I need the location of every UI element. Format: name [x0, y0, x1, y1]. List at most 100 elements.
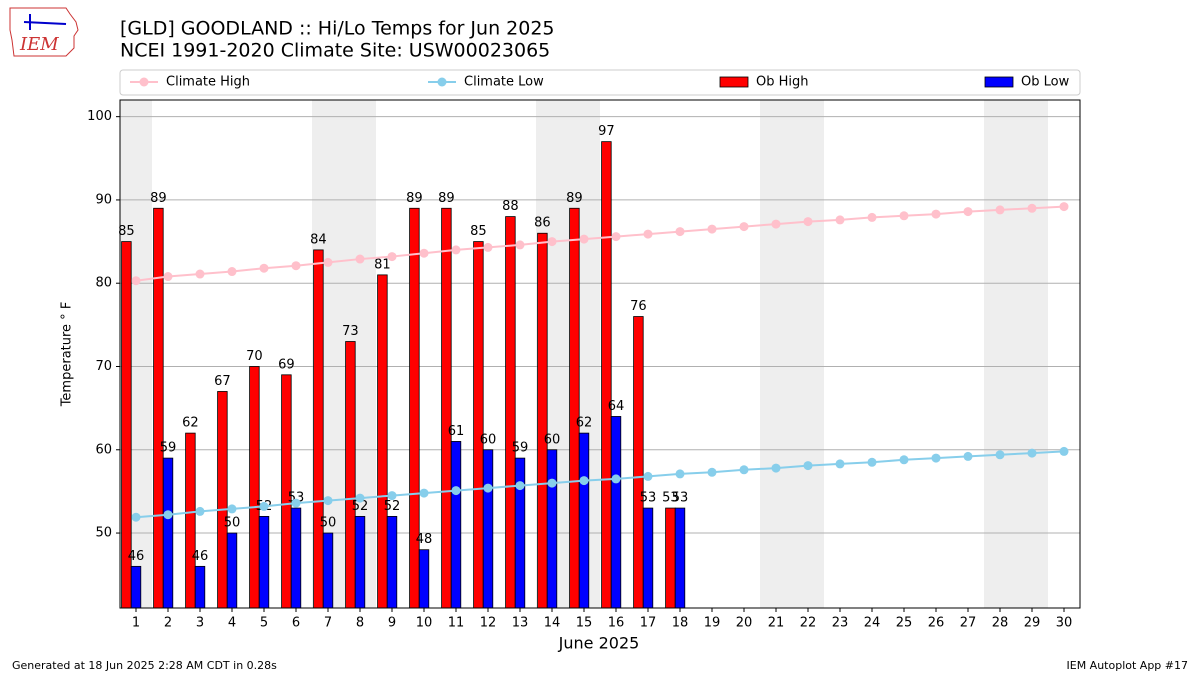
- line-marker: [259, 263, 269, 273]
- value-label: 59: [512, 441, 529, 456]
- value-label: 46: [192, 549, 209, 564]
- line-marker: [451, 245, 461, 255]
- bar: [665, 507, 676, 609]
- value-label: 89: [438, 191, 455, 206]
- line-marker: [131, 512, 141, 522]
- bar: [194, 565, 206, 609]
- bar: [418, 549, 430, 609]
- bar: [674, 507, 686, 609]
- line-marker: [1059, 202, 1069, 212]
- value-label: 69: [278, 357, 295, 372]
- line-marker: [291, 261, 301, 271]
- line-marker: [707, 224, 717, 234]
- value-label: 61: [448, 424, 465, 439]
- bar: [290, 507, 302, 609]
- x-tick-label: 5: [260, 616, 268, 631]
- value-label: 53: [662, 491, 679, 506]
- line-marker: [355, 493, 365, 503]
- bar: [642, 507, 654, 609]
- x-tick-label: 28: [992, 616, 1009, 631]
- line-marker: [547, 237, 557, 247]
- value-label: 84: [310, 232, 327, 247]
- legend-box: [119, 69, 1081, 96]
- value-label: 88: [502, 199, 519, 214]
- line-marker: [963, 207, 973, 217]
- x-tick-label: 30: [1056, 616, 1073, 631]
- x-tick-label: 24: [864, 616, 881, 631]
- value-label: 50: [320, 516, 337, 531]
- footer-left: Generated at 18 Jun 2025 2:28 AM CDT in …: [12, 659, 277, 672]
- line-marker: [1027, 203, 1037, 213]
- value-label: 70: [246, 349, 263, 364]
- value-label: 89: [150, 191, 167, 206]
- x-tick-label: 17: [640, 616, 657, 631]
- weekend-band: [760, 100, 792, 608]
- x-tick-label: 16: [608, 616, 625, 631]
- line-marker: [899, 455, 909, 465]
- x-tick-label: 15: [576, 616, 593, 631]
- line-marker: [931, 209, 941, 219]
- value-label: 52: [352, 499, 369, 514]
- chart-title: [GLD] GOODLAND :: Hi/Lo Temps for Jun 20…: [120, 18, 555, 40]
- line-marker: [259, 501, 269, 511]
- line-marker: [963, 451, 973, 461]
- x-tick-label: 22: [800, 616, 817, 631]
- line-marker: [483, 483, 493, 493]
- value-label: 85: [118, 224, 135, 239]
- value-label: 59: [160, 441, 177, 456]
- bar: [386, 515, 398, 609]
- bar: [226, 532, 238, 609]
- x-tick-label: 25: [896, 616, 913, 631]
- x-tick-label: 29: [1024, 616, 1041, 631]
- value-label: 85: [470, 224, 487, 239]
- line-marker: [1027, 448, 1037, 458]
- value-label: 97: [598, 124, 615, 139]
- y-tick-label: 80: [95, 276, 112, 291]
- line-marker: [643, 471, 653, 481]
- bar: [322, 532, 334, 609]
- value-label: 86: [534, 216, 551, 231]
- x-tick-label: 19: [704, 616, 721, 631]
- bar: [578, 432, 590, 609]
- line-marker: [835, 215, 845, 225]
- bar: [409, 207, 420, 609]
- line-marker: [195, 269, 205, 279]
- chart-subtitle: NCEI 1991-2020 Climate Site: USW00023065: [120, 40, 550, 62]
- bar: [153, 207, 164, 609]
- x-tick-label: 4: [228, 616, 236, 631]
- line-marker: [163, 510, 173, 520]
- value-label: 73: [342, 324, 359, 339]
- x-tick-label: 6: [292, 616, 300, 631]
- line-marker: [995, 450, 1005, 460]
- bar: [569, 207, 580, 609]
- line-marker: [547, 478, 557, 488]
- legend-swatch-marker: [139, 77, 149, 87]
- bar: [441, 207, 452, 609]
- bar: [185, 432, 196, 609]
- line-marker: [355, 254, 365, 264]
- legend-item: Climate Low: [428, 75, 544, 90]
- line-marker: [323, 257, 333, 267]
- bar: [354, 515, 366, 609]
- value-label: 64: [608, 399, 625, 414]
- bar: [546, 449, 558, 609]
- line-marker: [419, 488, 429, 498]
- line-marker: [643, 229, 653, 239]
- y-axis-label: Temperature ° F: [60, 302, 75, 408]
- y-tick-label: 50: [95, 526, 112, 541]
- value-label: 62: [182, 416, 199, 431]
- bar: [162, 457, 174, 609]
- value-label: 48: [416, 532, 433, 547]
- line-marker: [771, 219, 781, 229]
- x-tick-label: 10: [416, 616, 433, 631]
- line-marker: [579, 476, 589, 486]
- value-label: 62: [576, 416, 593, 431]
- line-marker: [931, 453, 941, 463]
- value-label: 89: [406, 191, 423, 206]
- line-marker: [291, 498, 301, 508]
- legend-item: Ob High: [719, 75, 809, 90]
- plot-frame: [119, 99, 1081, 609]
- line-marker: [419, 248, 429, 258]
- x-tick-label: 3: [196, 616, 204, 631]
